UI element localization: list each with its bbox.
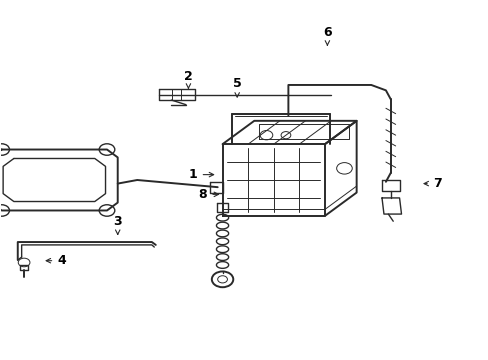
Text: 3: 3: [113, 215, 122, 234]
Text: 1: 1: [188, 168, 213, 181]
Text: 4: 4: [46, 254, 66, 267]
Text: 8: 8: [198, 188, 218, 201]
Text: 5: 5: [232, 77, 241, 97]
Text: 2: 2: [183, 69, 192, 89]
Text: 6: 6: [323, 27, 331, 45]
Text: 7: 7: [423, 177, 441, 190]
